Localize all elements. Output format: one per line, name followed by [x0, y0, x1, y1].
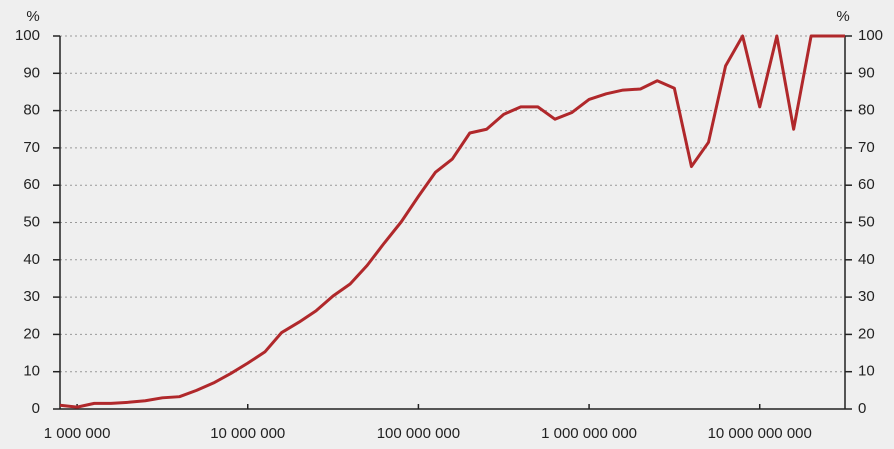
y-tick-label: 60 — [23, 176, 40, 193]
y-tick-label: 40 — [23, 251, 40, 268]
y2-tick-label: 90 — [858, 64, 875, 81]
y2-tick-label: 20 — [858, 325, 875, 342]
x-tick-label: 10 000 000 000 — [708, 425, 812, 442]
y2-tick-label: 70 — [858, 139, 875, 156]
x-tick-label: 10 000 000 — [210, 425, 285, 442]
y-axis-label: % — [26, 8, 39, 25]
y-tick-label: 10 — [23, 363, 40, 380]
y-tick-label: 30 — [23, 288, 40, 305]
y2-tick-label: 80 — [858, 102, 875, 119]
y2-tick-label: 30 — [858, 288, 875, 305]
data-line — [59, 34, 845, 409]
y-tick-label: 100 — [15, 27, 40, 44]
x-tick-label: 100 000 000 — [377, 425, 460, 442]
y-tick-label: 0 — [32, 400, 40, 417]
y2-tick-label: 60 — [858, 176, 875, 193]
y2-tick-label: 10 — [858, 363, 875, 380]
x-tick-label: 1 000 000 — [44, 425, 111, 442]
y-tick-label: 90 — [23, 64, 40, 81]
y2-tick-label: 50 — [858, 213, 875, 230]
y-tick-label: 20 — [23, 325, 40, 342]
y-tick-label: 70 — [23, 139, 40, 156]
y2-tick-label: 100 — [858, 27, 883, 44]
y2-tick-label: 40 — [858, 251, 875, 268]
x-tick-label: 1 000 000 000 — [541, 425, 637, 442]
y-tick-label: 80 — [23, 102, 40, 119]
y2-axis-label: % — [836, 8, 849, 25]
y2-tick-label: 0 — [858, 400, 866, 417]
y-tick-label: 50 — [23, 213, 40, 230]
